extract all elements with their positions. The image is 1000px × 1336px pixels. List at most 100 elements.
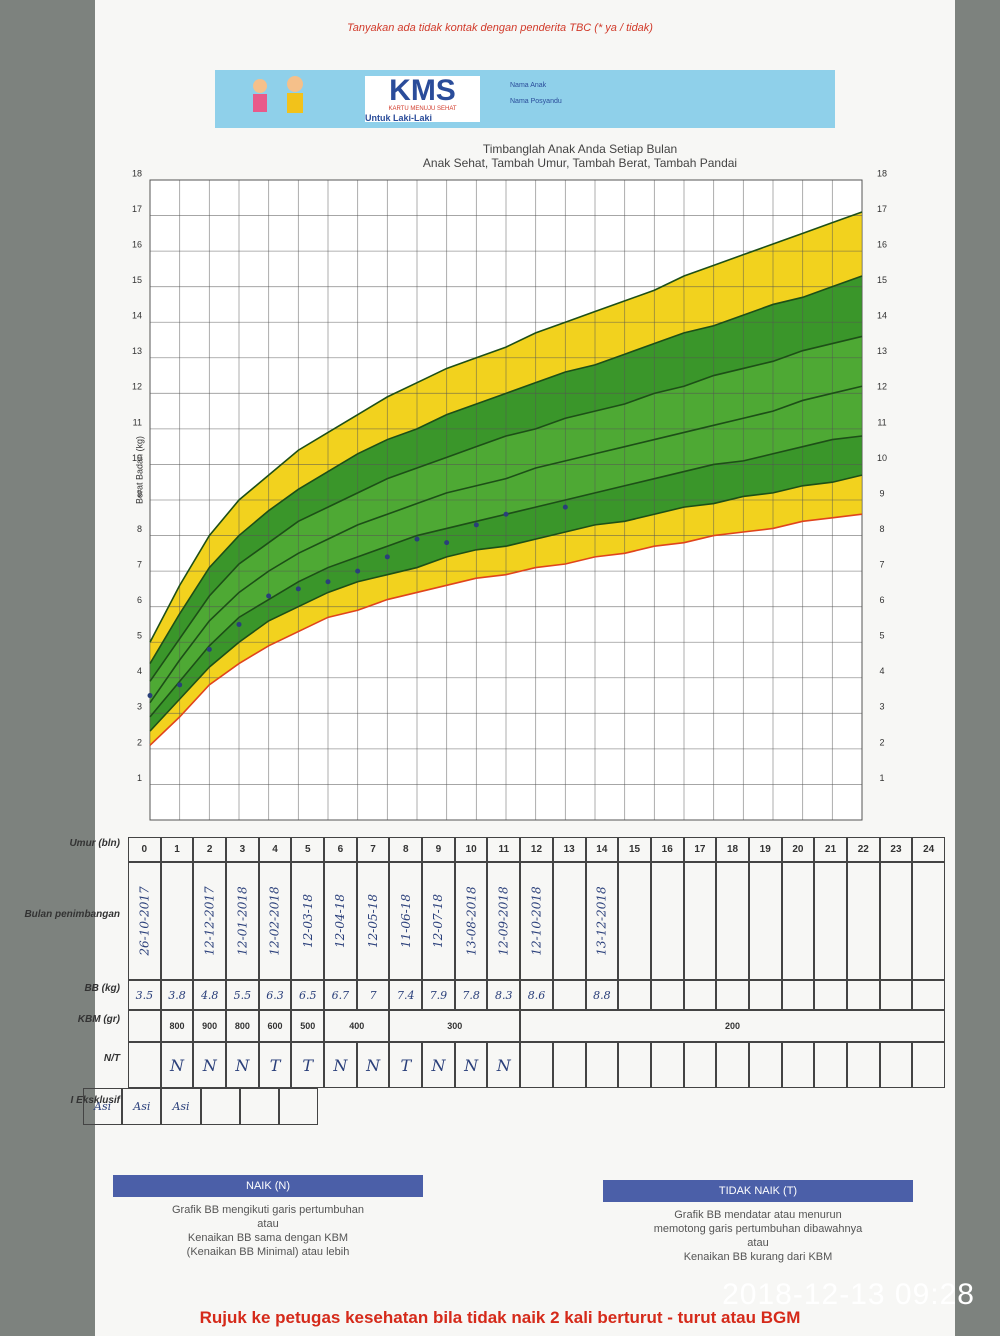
- date-cell: [748, 862, 782, 980]
- y-tick-label: 13: [132, 346, 142, 356]
- row-label: N/T: [103, 1053, 120, 1064]
- y-tick-label: 17: [132, 204, 142, 214]
- nt-cell: [748, 1042, 782, 1088]
- growth-curve: [149, 474, 863, 732]
- row-label: BB (kg): [84, 983, 120, 994]
- timestamp: 2018-12-13 09:28: [722, 1278, 975, 1311]
- weight-cell: 7.8: [454, 980, 488, 1010]
- y-axis-label: Berat Badan (kg): [134, 436, 144, 504]
- weight-point: [295, 586, 301, 592]
- y-tick-label: 14: [132, 311, 142, 321]
- tbc-note: Tanyakan ada tidak kontak dengan penderi…: [347, 22, 653, 34]
- legend-up: NAIK (N) Grafik BB mengikuti garis pertu…: [113, 1175, 423, 1259]
- nt-cell: T: [291, 1042, 325, 1088]
- nt-cell: [814, 1042, 847, 1088]
- nt-cell: [912, 1042, 945, 1088]
- date-cell: 11-06-18: [389, 862, 423, 980]
- date-cell: [879, 862, 913, 980]
- weight-cell: 7.4: [389, 980, 423, 1010]
- y-tick-label-right: 1: [879, 773, 884, 783]
- legend-down-text: Grafik BB mendatar atau menurun memotong …: [603, 1208, 913, 1264]
- footer-note: Rujuk ke petugas kesehatan bila tidak na…: [199, 1308, 801, 1327]
- date-text: 12-10-2018: [529, 886, 544, 956]
- date-cell: [912, 862, 945, 980]
- y-tick-label: 4: [137, 666, 142, 676]
- y-tick-label: 9: [137, 488, 142, 498]
- growth-curve: [149, 335, 863, 682]
- y-tick-label: 18: [132, 168, 142, 178]
- weight-cell: [879, 980, 913, 1010]
- kbm-cell: 800: [226, 1010, 259, 1042]
- growth-curve: [149, 385, 863, 704]
- age-cell: 4: [258, 837, 292, 862]
- legend-line: atau: [257, 1218, 279, 1230]
- weight-cell: [912, 980, 945, 1010]
- date-cell: 12-03-18: [291, 862, 325, 980]
- nt-cell: [650, 1042, 684, 1088]
- age-cell: 14: [585, 837, 619, 862]
- legend-line: memotong garis pertumbuhan dibawahnya: [653, 1223, 863, 1235]
- weight-point: [355, 568, 361, 574]
- posyandu-label: Nama Posyandu: [510, 98, 562, 105]
- date-cell: 12-02-2018: [258, 862, 292, 980]
- logo: KMS: [389, 74, 456, 107]
- asi-cell: [200, 1088, 240, 1125]
- date-text: 26-10-2017: [137, 886, 152, 956]
- weight-cell: 6.3: [258, 980, 292, 1010]
- weight-cell: [650, 980, 684, 1010]
- date-cell: [846, 862, 880, 980]
- weight-point: [562, 504, 568, 510]
- kbm-cell: 200: [520, 1010, 945, 1042]
- date-cell: [683, 862, 717, 980]
- weight-point: [206, 646, 212, 652]
- weight-cell: 8.3: [487, 980, 521, 1010]
- growth-curve: [149, 275, 863, 664]
- legend-up-title: NAIK (N): [113, 1175, 423, 1197]
- weight-point: [414, 536, 420, 542]
- weight-cell: 8.6: [520, 980, 553, 1010]
- date-cell: [552, 862, 586, 980]
- date-cell: [781, 862, 815, 980]
- y-tick-label-right: 3: [879, 702, 884, 712]
- date-cell: 13-08-2018: [454, 862, 488, 980]
- nt-cell: N: [226, 1042, 259, 1088]
- y-tick-label-right: 8: [879, 524, 884, 534]
- weight-cell: 6.5: [291, 980, 325, 1010]
- weight-cell: 3.8: [160, 980, 194, 1010]
- y-tick-label-right: 11: [877, 417, 886, 427]
- age-cell: 20: [781, 837, 815, 862]
- legend-line: Kenaikan BB sama dengan KBM: [187, 1232, 349, 1244]
- nt-cell: [552, 1042, 586, 1088]
- kms-banner: KMS KARTU MENUJU SEHAT Untuk Laki-Laki N…: [215, 70, 835, 128]
- age-cell: 8: [389, 837, 423, 862]
- weight-point: [147, 693, 153, 699]
- age-cell: 7: [356, 837, 390, 862]
- asi-cell: Asi: [122, 1088, 162, 1125]
- weight-point: [236, 621, 242, 627]
- y-tick-label: 15: [132, 275, 142, 285]
- date-text: 12-04-18: [333, 894, 348, 948]
- date-cell: [814, 862, 847, 980]
- weight-cell: [748, 980, 782, 1010]
- kbm-cell: 900: [193, 1010, 227, 1042]
- date-cell: 12-05-18: [356, 862, 390, 980]
- date-text: 12-03-18: [300, 894, 315, 948]
- age-cell: 12: [520, 837, 553, 862]
- nt-cell: [683, 1042, 717, 1088]
- date-cell: 12-07-18: [422, 862, 455, 980]
- row-label: I Eksklusif: [70, 1094, 120, 1106]
- nt-cell: N: [454, 1042, 488, 1088]
- date-text: 12-01-2018: [235, 886, 250, 956]
- children-illustration: [235, 74, 325, 124]
- y-tick-label: 5: [137, 631, 142, 641]
- chart-title: Timbanglah Anak Anda Setiap Bulan: [482, 142, 678, 156]
- kbm-cell: 500: [291, 1010, 325, 1042]
- y-tick-label: 6: [137, 595, 142, 605]
- weight-cell: 3.5: [128, 980, 161, 1010]
- y-tick-label: 11: [133, 417, 142, 427]
- legend-down: TIDAK NAIK (T) Grafik BB mendatar atau m…: [603, 1180, 913, 1264]
- weight-cell: [716, 980, 749, 1010]
- nt-cell: [846, 1042, 880, 1088]
- y-tick-label: 3: [137, 702, 142, 712]
